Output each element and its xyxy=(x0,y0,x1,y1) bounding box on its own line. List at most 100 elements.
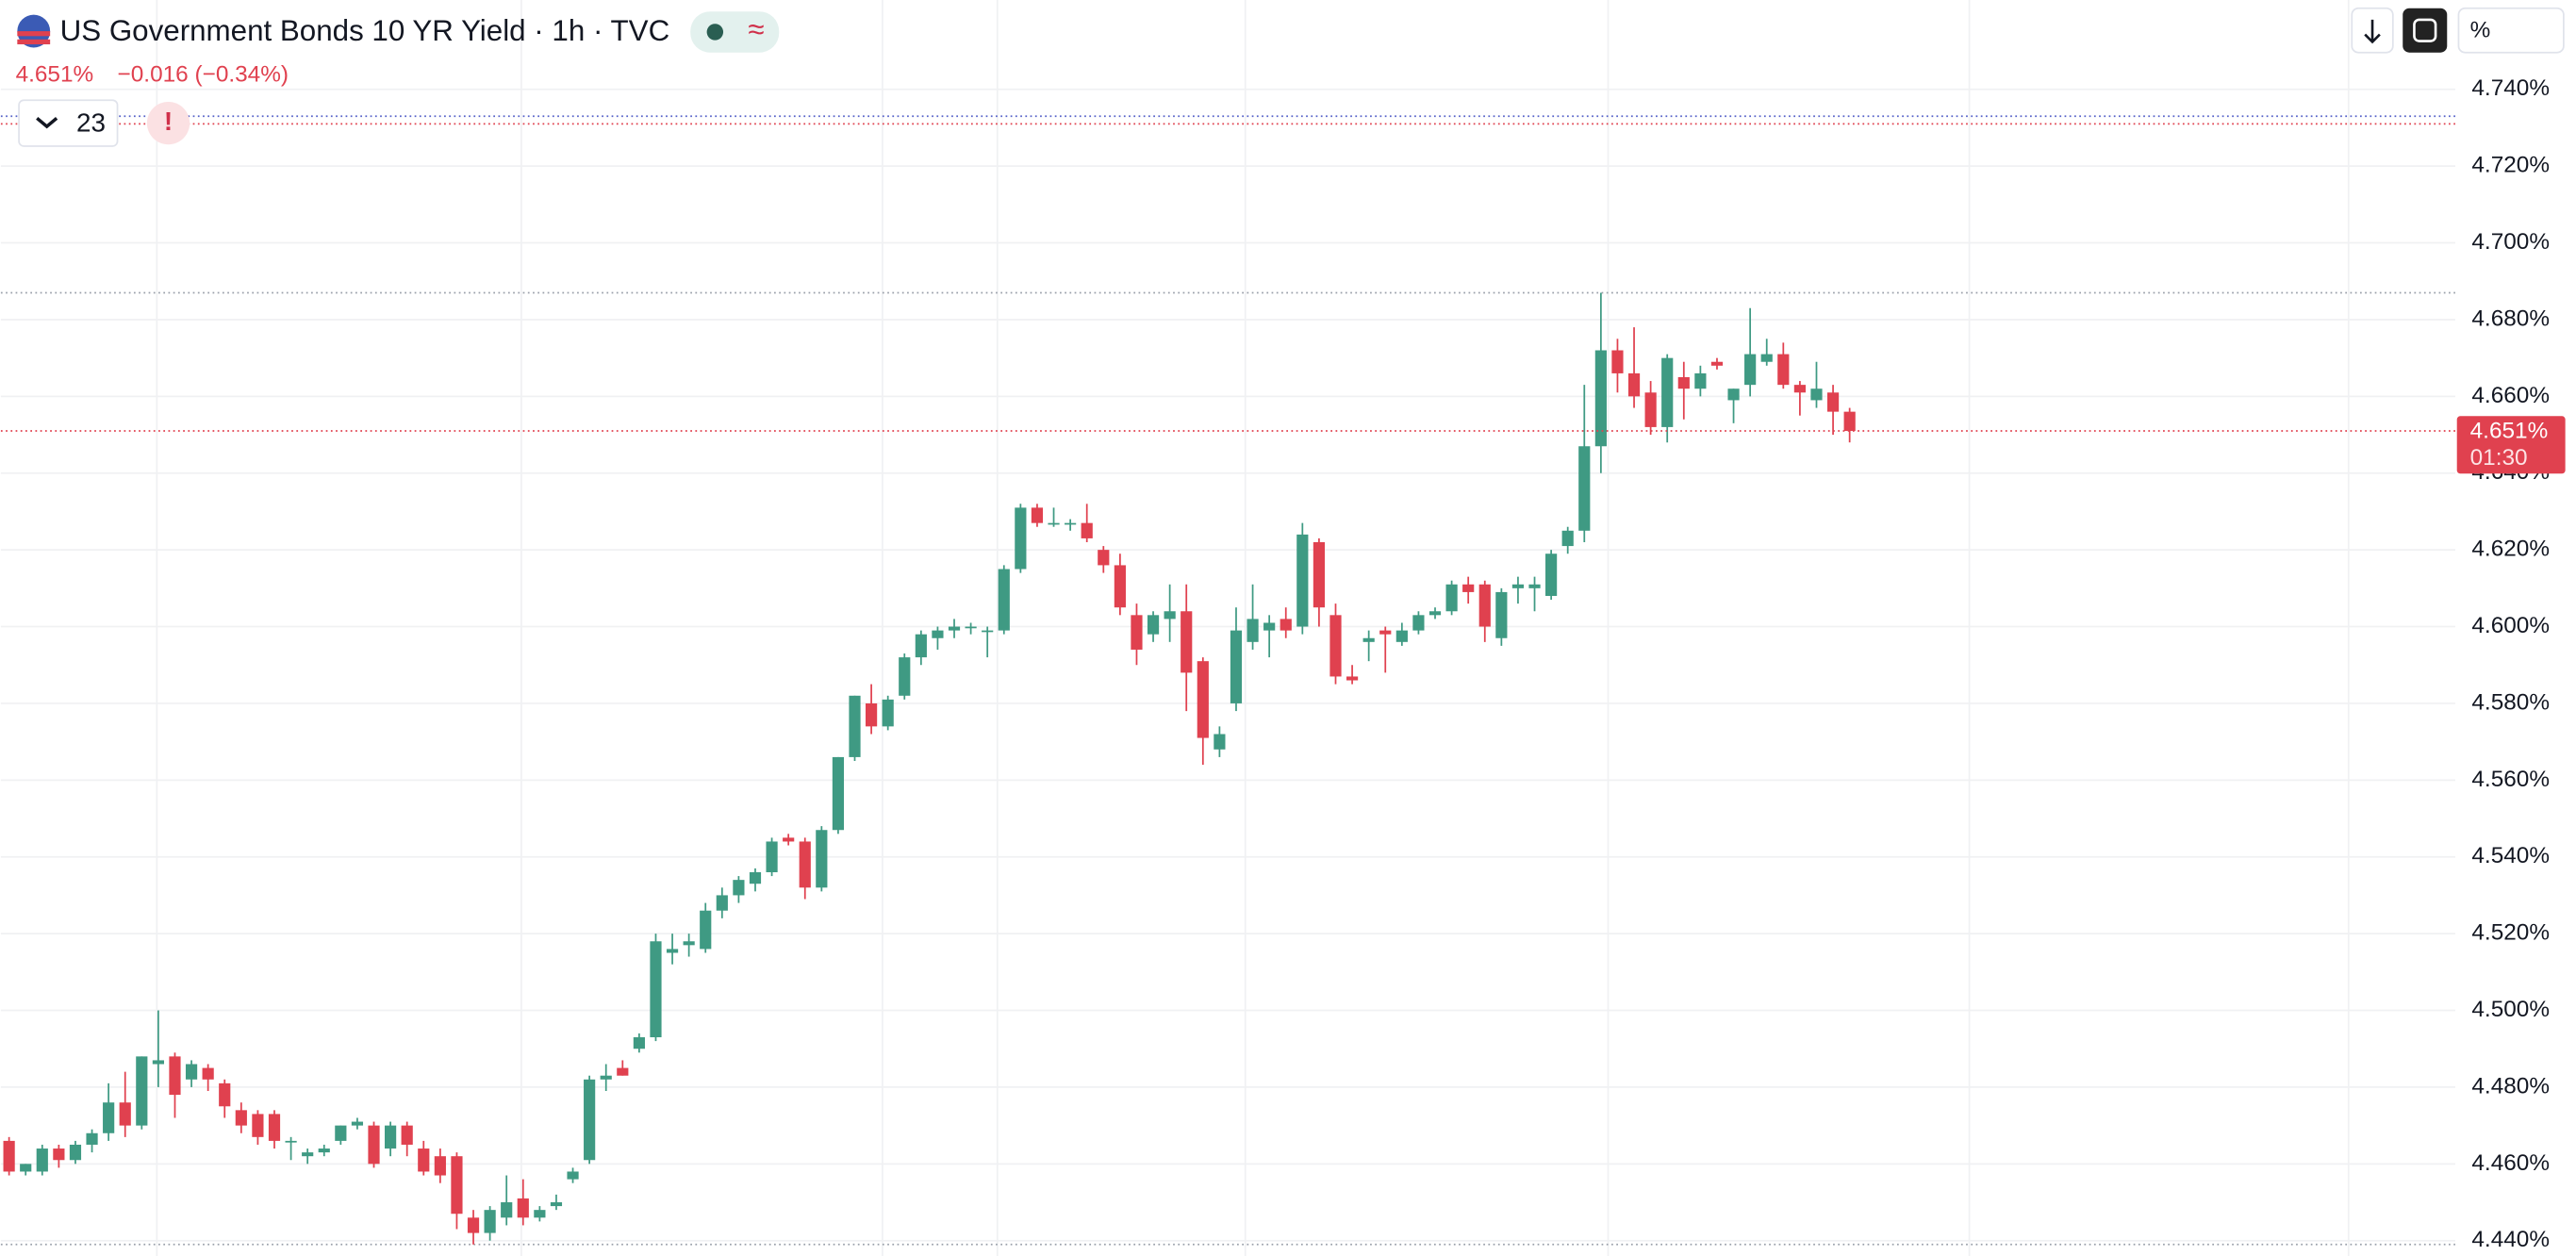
candle-body xyxy=(385,1125,397,1149)
candle-body xyxy=(418,1149,430,1172)
candle-body xyxy=(965,626,977,629)
candle-body xyxy=(617,1067,629,1076)
candle-body xyxy=(1313,542,1326,608)
last-price-tag xyxy=(2456,416,2566,474)
candle-body xyxy=(899,657,911,696)
candle-body xyxy=(633,1037,645,1049)
last-price-label: 4.651% xyxy=(2470,418,2549,443)
y-tick-label: 4.600% xyxy=(2471,613,2550,638)
candle-body xyxy=(1661,357,1674,427)
candle-body xyxy=(318,1149,330,1153)
candle-body xyxy=(783,837,795,842)
candle-body xyxy=(1412,615,1425,631)
candle-body xyxy=(982,630,994,633)
candle-body xyxy=(119,1102,131,1126)
candle-body xyxy=(1710,361,1724,366)
candle-body xyxy=(3,1140,15,1172)
candle-body xyxy=(1511,584,1525,588)
y-tick-label: 4.500% xyxy=(2471,997,2550,1022)
candle-body xyxy=(550,1202,563,1207)
candle-body xyxy=(1777,354,1790,386)
flag-stripe xyxy=(17,39,51,45)
candle-body xyxy=(1065,522,1077,525)
candle-body xyxy=(268,1114,281,1141)
candle-body xyxy=(20,1164,32,1172)
candle-body xyxy=(202,1067,214,1080)
market-status-dot xyxy=(706,24,724,41)
fullscreen-button[interactable] xyxy=(2403,8,2448,53)
countdown: 01:30 xyxy=(2470,445,2528,471)
candle-body xyxy=(666,949,679,953)
candle-body xyxy=(1445,584,1458,612)
grid xyxy=(156,0,2350,1256)
candle-body xyxy=(1727,388,1740,401)
y-tick-label: 4.580% xyxy=(2471,689,2550,715)
indicators-count: 23 xyxy=(76,108,106,138)
candle-body xyxy=(136,1056,148,1126)
toolbar: % xyxy=(2351,7,2565,54)
candle-body xyxy=(567,1171,579,1180)
y-tick-label: 4.620% xyxy=(2471,537,2550,562)
candle-body xyxy=(1495,591,1508,638)
y-tick-label: 4.560% xyxy=(2471,767,2550,792)
candle-body xyxy=(235,1110,247,1126)
warning-button[interactable] xyxy=(146,101,190,145)
candle-body xyxy=(1594,350,1607,447)
candle-body xyxy=(749,872,762,884)
candle-body xyxy=(1760,354,1773,362)
flag-stripe xyxy=(17,31,51,37)
candle-body xyxy=(69,1144,82,1161)
candle-body xyxy=(948,626,961,631)
scale-mode: % xyxy=(2470,18,2491,43)
candle-body xyxy=(1379,630,1392,635)
candle-body xyxy=(1478,584,1491,627)
candle-body xyxy=(53,1149,65,1161)
y-tick-label: 4.520% xyxy=(2471,920,2550,946)
candle-body xyxy=(816,830,828,888)
candle-body xyxy=(467,1217,480,1233)
candle-body xyxy=(716,895,728,911)
candle-body xyxy=(103,1102,115,1133)
y-tick-label: 4.440% xyxy=(2471,1227,2550,1252)
candle-body xyxy=(1611,350,1624,373)
candle-body xyxy=(152,1060,164,1065)
candle-body xyxy=(169,1056,181,1096)
candle-body xyxy=(1627,372,1641,397)
y-tick-label: 4.680% xyxy=(2471,306,2550,331)
candle-body xyxy=(1677,377,1690,389)
candle-body xyxy=(865,702,878,727)
candle-body xyxy=(1031,507,1044,523)
candle-body xyxy=(1395,630,1408,642)
candle-body xyxy=(1247,619,1259,642)
scale-mode-button[interactable] xyxy=(2457,7,2565,54)
candle-body xyxy=(1197,661,1209,738)
candle-body xyxy=(1081,522,1093,538)
candle-body xyxy=(799,841,811,888)
candle-body xyxy=(534,1210,546,1218)
y-tick-label: 4.540% xyxy=(2471,843,2550,868)
candle-body xyxy=(1578,446,1591,531)
candle-body xyxy=(766,841,778,873)
candle-body xyxy=(1164,611,1176,620)
candle-body xyxy=(733,880,745,896)
indicators-toggle[interactable] xyxy=(18,99,119,147)
candle-body xyxy=(1048,522,1060,525)
y-tick-label: 4.720% xyxy=(2471,153,2550,178)
chevron-icon xyxy=(36,117,58,129)
delay-icon: ≈ xyxy=(748,12,764,45)
candle-body xyxy=(285,1140,297,1143)
candle-body xyxy=(1644,392,1657,427)
candle-body xyxy=(434,1156,446,1176)
y-tick-label: 4.480% xyxy=(2471,1073,2550,1099)
candle-body xyxy=(1362,637,1375,642)
candle-body xyxy=(1462,584,1475,592)
candle-body xyxy=(1826,392,1840,412)
candle-body xyxy=(1810,388,1823,401)
chart-title: US Government Bonds 10 YR Yield · 1h · T… xyxy=(60,14,670,47)
candle-body xyxy=(1263,622,1276,631)
status-pill[interactable] xyxy=(690,11,780,53)
y-tick-label: 4.460% xyxy=(2471,1150,2550,1176)
candle-body xyxy=(1744,354,1757,386)
